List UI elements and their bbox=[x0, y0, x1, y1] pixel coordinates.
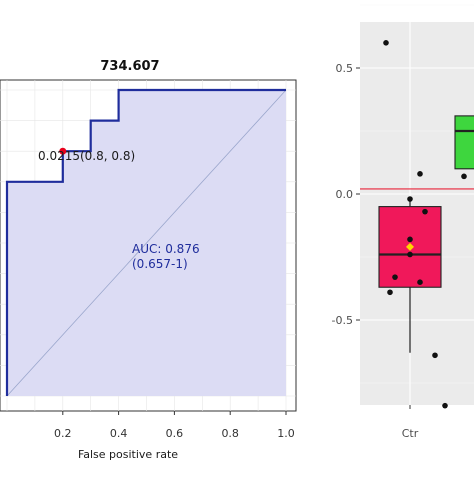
roc-threshold-label: 0.0215(0.8, 0.8) bbox=[38, 149, 135, 163]
box-data-point bbox=[383, 40, 389, 46]
roc-x-tick-label: 0.4 bbox=[110, 427, 128, 440]
roc-curve bbox=[5, 88, 286, 396]
box-series bbox=[378, 115, 474, 353]
box-x-axis: Ctr bbox=[402, 405, 419, 440]
box-x-tick-label: Ctr bbox=[402, 427, 419, 440]
box-data-point bbox=[422, 208, 428, 215]
box-data-point bbox=[407, 236, 413, 243]
box-mean-marker bbox=[406, 242, 414, 251]
box-y-tick-label: -0.5 bbox=[332, 314, 353, 327]
box-data-point bbox=[417, 171, 423, 177]
box-body bbox=[454, 115, 474, 170]
roc-auc-ci-label: (0.657-1) bbox=[132, 257, 188, 271]
box-data-point bbox=[392, 274, 398, 280]
box-data-point bbox=[417, 279, 423, 286]
box-chart: 0.5 0.0 -0.5 Ctr bbox=[332, 4, 474, 440]
roc-title: 734.607 bbox=[100, 59, 159, 74]
roc-x-tick-label: 0.2 bbox=[54, 427, 72, 440]
box-data-point bbox=[442, 402, 448, 409]
box-data-point bbox=[387, 289, 393, 296]
roc-x-axis: 0.2 0.4 0.6 0.8 1.0 bbox=[54, 411, 295, 440]
box-data-point bbox=[407, 196, 413, 202]
box-y-tick-label: 0.0 bbox=[336, 188, 354, 201]
box-points bbox=[383, 40, 467, 409]
roc-auc-label: AUC: 0.876 bbox=[132, 242, 200, 256]
box-data-point bbox=[407, 251, 413, 258]
box-data-point bbox=[461, 173, 467, 180]
roc-threshold-point bbox=[59, 147, 67, 155]
box-y-tick-label: 0.5 bbox=[336, 62, 354, 75]
box-y-axis: 0.5 0.0 -0.5 bbox=[332, 62, 360, 327]
roc-x-axis-title: False positive rate bbox=[78, 448, 178, 461]
roc-x-tick-label: 0.8 bbox=[221, 427, 239, 440]
box-data-point bbox=[432, 352, 438, 359]
roc-chart: 734.607 0.0215(0.8, 0.8) AUC: 0.876 (0.6… bbox=[0, 59, 297, 461]
roc-diagonal-line bbox=[6, 89, 287, 397]
roc-x-tick-label: 0.6 bbox=[166, 427, 184, 440]
roc-x-tick-label: 1.0 bbox=[277, 427, 295, 440]
